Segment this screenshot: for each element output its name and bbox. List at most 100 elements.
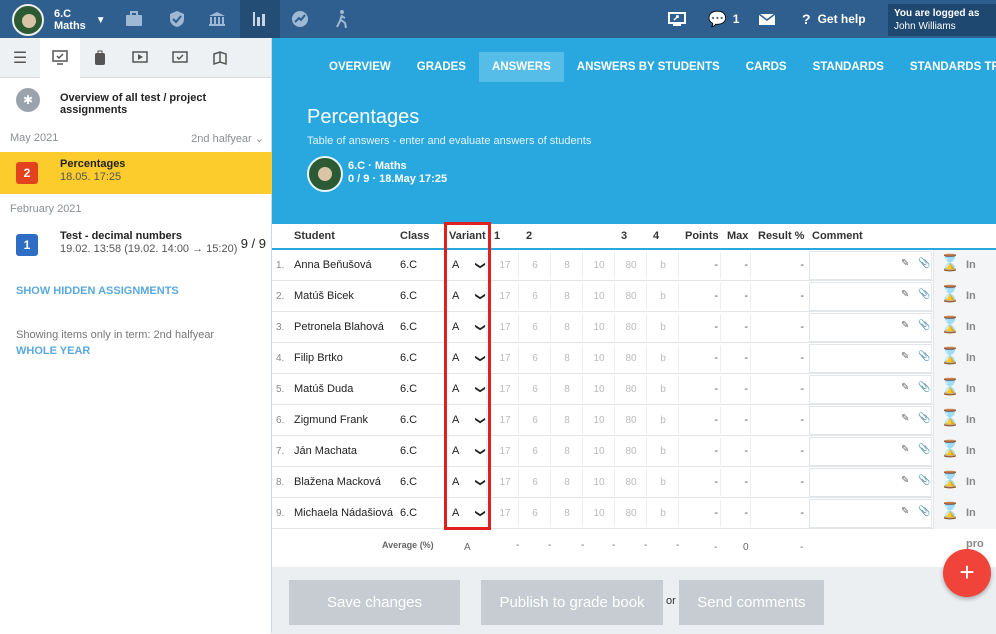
answer-input[interactable]: 10 <box>593 508 605 519</box>
variant-select[interactable]: A ❯ <box>452 498 486 529</box>
pencil-icon[interactable]: ✎ <box>901 351 910 362</box>
bank-icon[interactable] <box>197 0 237 38</box>
answer-input[interactable]: 17 <box>499 477 511 488</box>
answer-input[interactable]: 80 <box>625 446 637 457</box>
variant-select[interactable]: A ❯ <box>452 250 486 281</box>
answer-input[interactable]: 8 <box>564 446 570 457</box>
answer-input[interactable]: b <box>660 477 666 488</box>
answer-input[interactable]: 6 <box>532 477 538 488</box>
checklist-icon[interactable] <box>160 38 200 78</box>
answer-input[interactable]: 10 <box>593 415 605 426</box>
show-hidden-assignments-link[interactable]: SHOW HIDDEN ASSIGNMENTS <box>16 285 179 297</box>
answer-input[interactable]: 6 <box>532 291 538 302</box>
answer-input[interactable]: 6 <box>532 260 538 271</box>
pencil-icon[interactable]: ✎ <box>901 289 910 300</box>
variant-select[interactable]: A ❯ <box>452 405 486 436</box>
whole-year-link[interactable]: WHOLE YEAR <box>16 345 91 357</box>
answer-input[interactable]: 17 <box>499 415 511 426</box>
attachment-icon[interactable]: 📎 <box>918 444 931 455</box>
answer-input[interactable]: 80 <box>625 260 637 271</box>
comment-input[interactable] <box>809 468 932 497</box>
answer-input[interactable]: b <box>660 415 666 426</box>
answer-input[interactable]: 17 <box>499 353 511 364</box>
tab-answers[interactable]: ANSWERS <box>478 52 564 82</box>
trend-icon[interactable] <box>280 0 320 38</box>
answer-input[interactable]: b <box>660 260 666 271</box>
tab-standards[interactable]: STANDARDS <box>812 61 884 73</box>
answer-input[interactable]: 17 <box>499 446 511 457</box>
tab-cards[interactable]: CARDS <box>745 61 787 73</box>
answer-input[interactable]: 17 <box>499 384 511 395</box>
tab-answers-by-students[interactable]: ANSWERS BY STUDENTS <box>576 61 720 73</box>
screen-share-icon[interactable] <box>668 0 686 38</box>
assignment-item-decimal-numbers[interactable]: 1 Test - decimal numbers 19.02. 13:58 (1… <box>0 224 272 266</box>
shield-icon[interactable] <box>157 0 197 38</box>
test-monitor-icon[interactable] <box>40 38 80 78</box>
attachment-icon[interactable]: 📎 <box>918 258 931 269</box>
menu-icon[interactable]: ☰ <box>12 50 28 67</box>
user-menu[interactable]: You are logged as John Williams <box>888 4 996 36</box>
overview-all-assignments[interactable]: ✱ Overview of all test / project assignm… <box>0 86 272 126</box>
comment-input[interactable] <box>809 344 932 373</box>
variant-select[interactable]: A ❯ <box>452 281 486 312</box>
briefcase-icon[interactable] <box>114 0 154 38</box>
bar-chart-icon[interactable] <box>240 0 280 38</box>
backpack-icon[interactable] <box>80 38 120 78</box>
messages-button[interactable]: 💬 1 <box>708 0 739 38</box>
answer-input[interactable]: 17 <box>499 260 511 271</box>
attachment-icon[interactable]: 📎 <box>918 475 931 486</box>
answer-input[interactable]: b <box>660 353 666 364</box>
answer-input[interactable]: 17 <box>499 322 511 333</box>
tab-overview[interactable]: OVERVIEW <box>329 61 391 73</box>
attachment-icon[interactable]: 📎 <box>918 320 931 331</box>
answer-input[interactable]: 80 <box>625 291 637 302</box>
answer-input[interactable]: b <box>660 384 666 395</box>
comment-input[interactable] <box>809 375 932 404</box>
save-changes-button[interactable]: Save changes <box>289 580 460 625</box>
answer-input[interactable]: 8 <box>564 508 570 519</box>
video-icon[interactable] <box>120 38 160 78</box>
answer-input[interactable]: 10 <box>593 477 605 488</box>
book-icon[interactable] <box>200 38 240 78</box>
answer-input[interactable]: 8 <box>564 384 570 395</box>
pencil-icon[interactable]: ✎ <box>901 475 910 486</box>
answer-input[interactable]: 80 <box>625 322 637 333</box>
comment-input[interactable] <box>809 282 932 311</box>
answer-input[interactable]: b <box>660 291 666 302</box>
pencil-icon[interactable]: ✎ <box>901 413 910 424</box>
mail-icon[interactable] <box>758 0 776 38</box>
answer-input[interactable]: 8 <box>564 291 570 302</box>
pencil-icon[interactable]: ✎ <box>901 382 910 393</box>
answer-input[interactable]: 80 <box>625 353 637 364</box>
answer-input[interactable]: b <box>660 508 666 519</box>
answer-input[interactable]: 10 <box>593 446 605 457</box>
add-button[interactable]: + <box>943 549 991 597</box>
class-selector[interactable]: 6.C Maths ▼ <box>12 4 106 36</box>
answer-input[interactable]: b <box>660 446 666 457</box>
tab-grades[interactable]: GRADES <box>416 61 466 73</box>
attachment-icon[interactable]: 📎 <box>918 413 931 424</box>
answer-input[interactable]: 80 <box>625 415 637 426</box>
variant-select[interactable]: A ❯ <box>452 343 486 374</box>
answer-input[interactable]: 10 <box>593 260 605 271</box>
answer-input[interactable]: 8 <box>564 477 570 488</box>
pencil-icon[interactable]: ✎ <box>901 258 910 269</box>
answer-input[interactable]: 6 <box>532 415 538 426</box>
answer-input[interactable]: 6 <box>532 322 538 333</box>
answer-input[interactable]: 10 <box>593 322 605 333</box>
answer-input[interactable]: 17 <box>499 291 511 302</box>
attachment-icon[interactable]: 📎 <box>918 289 931 300</box>
answer-input[interactable]: b <box>660 322 666 333</box>
help-button[interactable]: ? Get help <box>802 0 866 38</box>
answer-input[interactable]: 80 <box>625 477 637 488</box>
pencil-icon[interactable]: ✎ <box>901 444 910 455</box>
answer-input[interactable]: 10 <box>593 291 605 302</box>
pencil-icon[interactable]: ✎ <box>901 320 910 331</box>
variant-select[interactable]: A ❯ <box>452 436 486 467</box>
hiking-icon[interactable] <box>322 0 362 38</box>
answer-input[interactable]: 80 <box>625 508 637 519</box>
answer-input[interactable]: 8 <box>564 260 570 271</box>
comment-input[interactable] <box>809 499 932 528</box>
answer-input[interactable]: 6 <box>532 384 538 395</box>
answer-input[interactable]: 8 <box>564 353 570 364</box>
